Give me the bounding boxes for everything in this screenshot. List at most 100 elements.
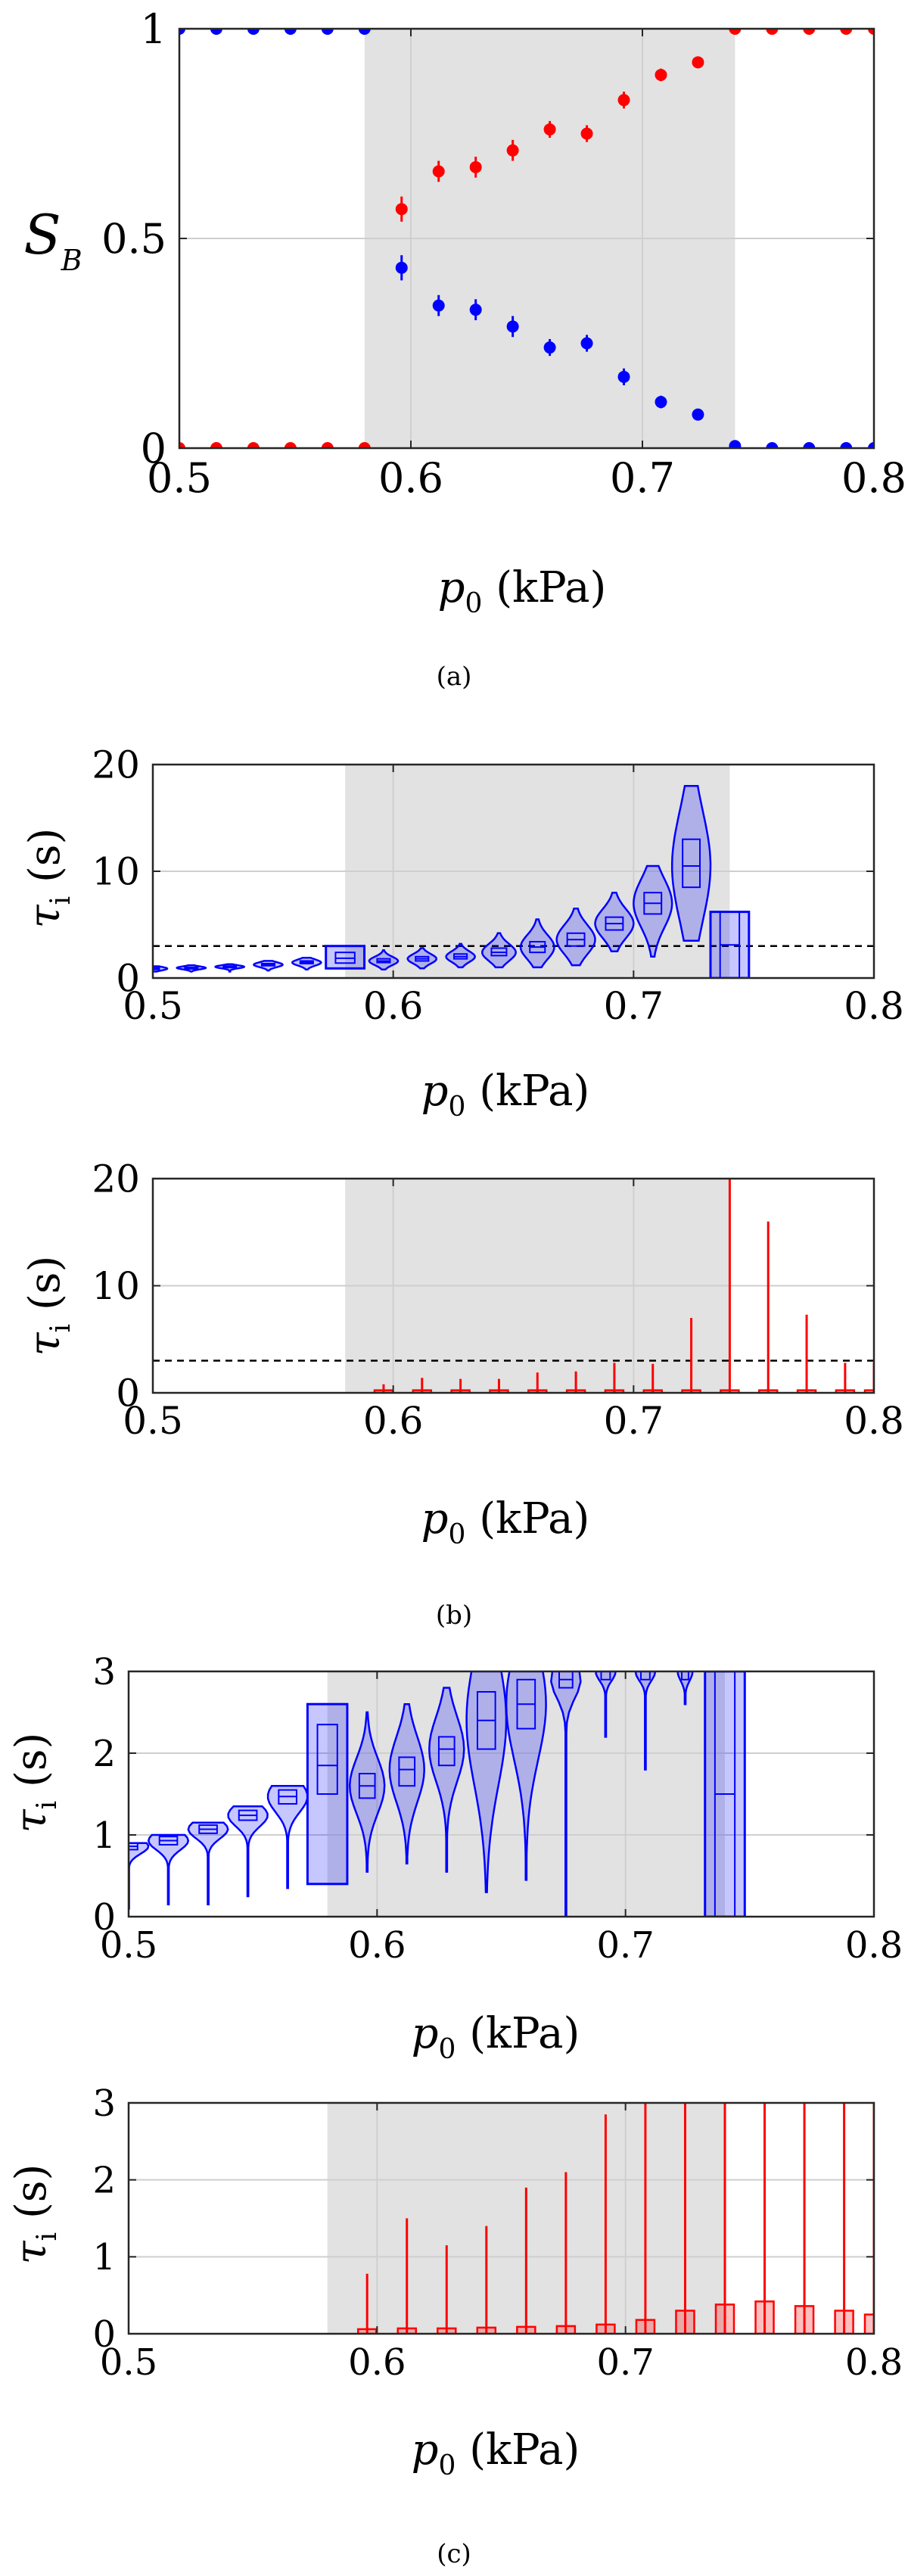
panel-c-top-plot-area: 0.5 0.6 0.7 0.8 0 1 2 3 xyxy=(92,1651,903,1967)
data-point xyxy=(617,370,630,383)
spike-box xyxy=(681,1389,701,1393)
data-marks xyxy=(129,1671,746,1917)
x-tick-label: 0.7 xyxy=(604,1399,664,1443)
data-point xyxy=(395,203,408,216)
data-point xyxy=(655,68,667,81)
panel-c-bottom-y-axis-label: τi (s) xyxy=(7,2164,63,2265)
panel-b-top-chart: 0.5 0.6 0.7 0.8 0 10 20 τi (s) p0 (kPa) xyxy=(20,743,904,1123)
panel-c-top-chart: 0.5 0.6 0.7 0.8 0 1 2 3 τi (s) p0 (kPa) xyxy=(7,1651,903,2065)
data-point xyxy=(506,144,519,157)
violin-iqr-box xyxy=(681,1671,689,1680)
violin-shape xyxy=(633,864,673,958)
y-tick-label: 20 xyxy=(92,1157,140,1201)
x-tick-label: 0.7 xyxy=(596,2341,654,2384)
violin-shape xyxy=(519,918,555,969)
panel-a-x-axis-label: p0 (kPa) xyxy=(438,563,607,619)
violin-shape xyxy=(445,942,476,969)
y-tick-label: 0 xyxy=(116,957,140,1001)
spike-box xyxy=(565,1389,586,1393)
data-point xyxy=(692,56,704,69)
y-tick-label: 1 xyxy=(141,5,166,53)
x-tick-label: 0.7 xyxy=(596,1924,654,1967)
x-tick-label: 0.6 xyxy=(348,1924,406,1967)
violin-shape xyxy=(428,1687,465,1873)
panel-c-bottom-chart: 0.5 0.6 0.7 0.8 0 1 2 3 τi (s) p0 (kPa) (c) xyxy=(7,2082,903,2569)
data-point xyxy=(321,442,334,448)
violin-shape xyxy=(147,1833,190,1906)
data-point xyxy=(692,408,704,421)
violin-shape xyxy=(348,1711,386,1873)
data-point xyxy=(655,396,667,409)
y-tick-label: 1 xyxy=(92,1814,116,1857)
y-tick-label: 3 xyxy=(92,1651,116,1693)
panel-b-top-y-axis-label: τi (s) xyxy=(20,828,76,929)
spike-box xyxy=(604,1389,625,1393)
spike-box xyxy=(476,2326,497,2334)
data-point xyxy=(617,94,630,107)
x-tick-label: 0.6 xyxy=(378,454,443,502)
data-marks xyxy=(356,2103,874,2334)
data-point xyxy=(766,29,779,35)
x-tick-label: 0.7 xyxy=(610,454,675,502)
panel-b-bottom-plot-area: 0.5 0.6 0.7 0.8 0 10 20 xyxy=(92,1157,903,1444)
y-tick-label: 0.5 xyxy=(101,215,166,263)
panel-b-bottom-x-axis-label: p0 (kPa) xyxy=(421,1494,590,1550)
violin-iqr-box xyxy=(640,1671,651,1680)
data-point xyxy=(469,304,482,316)
violin-shape xyxy=(388,1702,425,1865)
spike-box xyxy=(555,2325,577,2334)
panel-b-top-plot-area: 0.5 0.6 0.7 0.8 0 10 20 xyxy=(92,743,903,1029)
y-tick-label: 0 xyxy=(92,1896,116,1939)
data-point xyxy=(179,442,185,448)
data-point xyxy=(469,160,482,173)
y-tick-label: 0 xyxy=(92,2313,116,2356)
violin-shape xyxy=(670,784,712,942)
y-tick-label: 20 xyxy=(92,743,140,787)
data-point xyxy=(729,440,742,448)
x-tick-label: 0.8 xyxy=(845,2341,903,2384)
data-point xyxy=(395,261,408,274)
x-tick-label: 0.5 xyxy=(100,2341,157,2384)
y-tick-label: 1 xyxy=(92,2236,116,2279)
spike-box xyxy=(450,1389,471,1393)
spike-box xyxy=(527,1389,548,1393)
x-tick-label: 0.5 xyxy=(147,454,212,502)
data-point xyxy=(247,29,260,35)
caption-c: (c) xyxy=(437,2539,471,2569)
data-point xyxy=(580,127,593,140)
violin-shape xyxy=(595,1671,617,1738)
axes-frame xyxy=(127,2101,875,2335)
data-point xyxy=(543,341,556,354)
y-tick-label: 0 xyxy=(116,1372,140,1416)
violin-shape xyxy=(481,932,517,969)
data-point xyxy=(284,442,297,448)
x-tick-label: 0.5 xyxy=(100,1924,157,1967)
violin-shape xyxy=(594,891,635,953)
violin-iqr-box xyxy=(398,1756,416,1787)
axes-frame xyxy=(127,1670,875,1918)
data-point xyxy=(358,29,371,35)
spike-box xyxy=(675,2310,695,2334)
panel-b-bottom-y-axis-label: τi (s) xyxy=(20,1256,76,1357)
data-point xyxy=(868,29,874,35)
violin-shape xyxy=(555,908,596,967)
data-point xyxy=(766,442,779,448)
spike-box xyxy=(642,1389,663,1393)
violin-iqr-box xyxy=(682,838,701,889)
data-marks xyxy=(153,784,751,978)
data-point xyxy=(432,299,445,312)
violin-iqr-box xyxy=(437,1736,456,1767)
violin-shape xyxy=(505,1671,547,1881)
data-point xyxy=(247,442,260,448)
spike-box xyxy=(754,2300,775,2334)
spike-box xyxy=(863,2313,874,2334)
panel-a-chart: 0.5 0.6 0.7 0.800.51 SB p0 (kPa) (a) xyxy=(23,5,906,692)
panel-b-bottom-chart: 0.5 0.6 0.7 0.8 0 10 20 τi (s) p0 (kPa) (b) xyxy=(20,1157,904,1631)
panel-c-top-x-axis-label: p0 (kPa) xyxy=(412,2009,580,2065)
data-point xyxy=(210,29,222,35)
x-tick-label: 0.5 xyxy=(123,1399,183,1443)
spike-box xyxy=(796,1389,817,1393)
data-point xyxy=(358,442,371,448)
spike-box xyxy=(489,1389,509,1393)
data-point xyxy=(543,123,556,135)
